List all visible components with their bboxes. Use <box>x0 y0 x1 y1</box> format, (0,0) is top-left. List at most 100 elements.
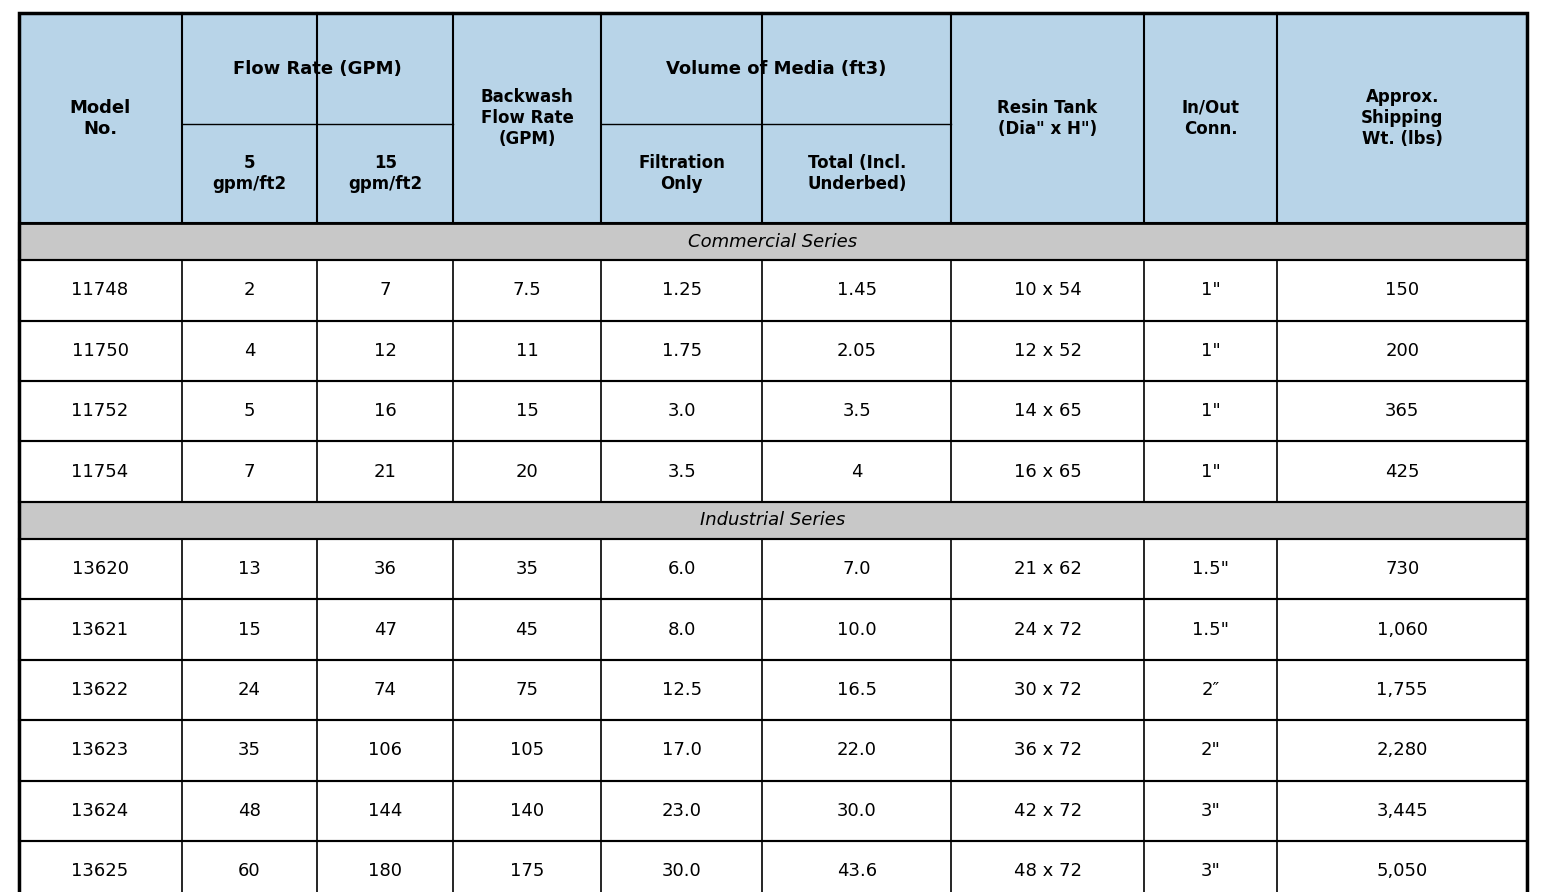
Bar <box>19 320 1527 381</box>
Bar <box>19 260 1527 320</box>
Text: 1.45: 1.45 <box>836 281 877 300</box>
Text: 5,050: 5,050 <box>1376 863 1429 880</box>
Text: 35: 35 <box>238 741 261 759</box>
Text: 1": 1" <box>1201 463 1220 481</box>
Text: 30.0: 30.0 <box>836 802 877 820</box>
Text: 43.6: 43.6 <box>836 863 877 880</box>
Text: 13: 13 <box>238 560 261 578</box>
Text: 150: 150 <box>1385 281 1419 300</box>
Text: 12: 12 <box>374 342 397 359</box>
Text: 1,755: 1,755 <box>1376 681 1429 699</box>
Text: 17.0: 17.0 <box>662 741 702 759</box>
Text: 11750: 11750 <box>71 342 128 359</box>
Text: Model
No.: Model No. <box>70 99 131 137</box>
Text: 12 x 52: 12 x 52 <box>1014 342 1082 359</box>
Text: 1.25: 1.25 <box>662 281 702 300</box>
Bar <box>19 720 1527 780</box>
Text: 8.0: 8.0 <box>668 621 696 639</box>
Text: 3.5: 3.5 <box>843 402 870 420</box>
Bar <box>19 660 1527 720</box>
Text: 7: 7 <box>244 463 255 481</box>
Text: 13620: 13620 <box>71 560 128 578</box>
Text: 21 x 62: 21 x 62 <box>1014 560 1082 578</box>
Text: 1": 1" <box>1201 402 1220 420</box>
Text: 144: 144 <box>368 802 402 820</box>
Bar <box>19 599 1527 660</box>
Bar <box>19 539 1527 599</box>
Bar <box>19 320 1527 381</box>
Text: 1.5": 1.5" <box>1192 560 1229 578</box>
Text: 11752: 11752 <box>71 402 128 420</box>
Text: 4: 4 <box>244 342 255 359</box>
Text: 7.0: 7.0 <box>843 560 870 578</box>
Text: 13621: 13621 <box>71 621 128 639</box>
Text: 3.5: 3.5 <box>668 463 696 481</box>
Text: 1": 1" <box>1201 342 1220 359</box>
Bar <box>19 260 1527 320</box>
Text: 22.0: 22.0 <box>836 741 877 759</box>
Text: Commercial Series: Commercial Series <box>688 233 858 251</box>
Text: 7.5: 7.5 <box>513 281 541 300</box>
Text: Approx.
Shipping
Wt. (lbs): Approx. Shipping Wt. (lbs) <box>1360 88 1444 148</box>
Text: 35: 35 <box>515 560 538 578</box>
Bar <box>19 720 1527 780</box>
Text: 13624: 13624 <box>71 802 128 820</box>
Text: 24: 24 <box>238 681 261 699</box>
Text: 200: 200 <box>1385 342 1419 359</box>
Bar <box>19 660 1527 720</box>
Text: 47: 47 <box>374 621 397 639</box>
Bar <box>19 841 1527 892</box>
Text: 12.5: 12.5 <box>662 681 702 699</box>
Text: 140: 140 <box>510 802 544 820</box>
Text: 16.5: 16.5 <box>836 681 877 699</box>
Text: 20: 20 <box>516 463 538 481</box>
Text: 2": 2" <box>1201 741 1220 759</box>
Text: 2: 2 <box>244 281 255 300</box>
Text: 11748: 11748 <box>71 281 128 300</box>
Text: 48 x 72: 48 x 72 <box>1014 863 1082 880</box>
Bar <box>19 13 1527 223</box>
Text: 2.05: 2.05 <box>836 342 877 359</box>
Text: Flow Rate (GPM): Flow Rate (GPM) <box>233 60 402 78</box>
Text: 24 x 72: 24 x 72 <box>1014 621 1082 639</box>
Text: 14 x 65: 14 x 65 <box>1014 402 1082 420</box>
Text: 10 x 54: 10 x 54 <box>1014 281 1082 300</box>
Bar <box>19 780 1527 841</box>
Text: 175: 175 <box>510 863 544 880</box>
Text: 10.0: 10.0 <box>836 621 877 639</box>
Text: 13625: 13625 <box>71 863 128 880</box>
Text: 3": 3" <box>1201 802 1220 820</box>
Text: 11: 11 <box>516 342 538 359</box>
Text: 5
gpm/ft2: 5 gpm/ft2 <box>212 154 286 194</box>
Text: 36: 36 <box>374 560 397 578</box>
Text: 1,060: 1,060 <box>1376 621 1427 639</box>
Text: 16 x 65: 16 x 65 <box>1014 463 1082 481</box>
Text: 45: 45 <box>515 621 538 639</box>
Text: 74: 74 <box>374 681 397 699</box>
Text: 425: 425 <box>1385 463 1419 481</box>
Text: 106: 106 <box>368 741 402 759</box>
Text: 2,280: 2,280 <box>1376 741 1429 759</box>
Text: 36 x 72: 36 x 72 <box>1014 741 1082 759</box>
Text: 21: 21 <box>374 463 397 481</box>
Text: Total (Incl.
Underbed): Total (Incl. Underbed) <box>807 154 906 194</box>
Text: 13623: 13623 <box>71 741 128 759</box>
Bar <box>19 502 1527 539</box>
Text: 6.0: 6.0 <box>668 560 696 578</box>
Bar <box>19 442 1527 502</box>
Text: 13622: 13622 <box>71 681 128 699</box>
Bar <box>19 223 1527 260</box>
Text: 4: 4 <box>850 463 863 481</box>
Text: 105: 105 <box>510 741 544 759</box>
Text: Backwash
Flow Rate
(GPM): Backwash Flow Rate (GPM) <box>481 88 574 148</box>
Text: 30 x 72: 30 x 72 <box>1014 681 1082 699</box>
Text: 15: 15 <box>238 621 261 639</box>
Bar <box>19 539 1527 599</box>
Text: 42 x 72: 42 x 72 <box>1014 802 1082 820</box>
Text: 1": 1" <box>1201 281 1220 300</box>
Bar <box>19 223 1527 260</box>
Text: 7: 7 <box>379 281 391 300</box>
Bar <box>19 442 1527 502</box>
Text: 48: 48 <box>238 802 261 820</box>
Bar <box>19 381 1527 442</box>
